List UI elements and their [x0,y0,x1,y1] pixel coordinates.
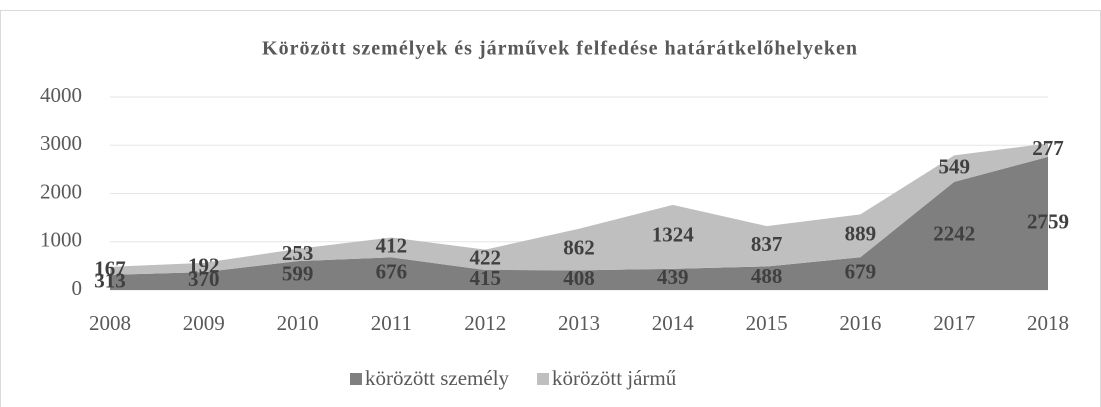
y-tick-label: 0 [72,276,83,300]
legend-label: körözött jármű [552,366,677,390]
area [110,156,1048,290]
x-tick-label: 2015 [746,311,788,335]
x-tick-label: 2016 [839,311,881,335]
x-tick-label: 2013 [558,311,600,335]
value-label: 277 [1032,136,1064,160]
value-label: 412 [376,233,408,257]
value-label: 415 [469,266,501,290]
legend-swatch [350,373,362,385]
legend-label: körözött személy [365,366,510,390]
value-label: 2242 [933,222,975,246]
value-label: 167 [94,257,126,281]
y-tick-label: 1000 [40,228,82,252]
x-tick-label: 2017 [933,311,975,335]
value-label: 439 [657,265,689,289]
value-label: 253 [282,241,314,265]
y-tick-label: 4000 [40,83,82,107]
value-label: 1324 [652,223,695,247]
value-label: 408 [563,266,595,290]
value-label: 837 [751,232,783,256]
x-tick-label: 2010 [277,311,319,335]
value-label: 676 [376,260,408,284]
x-tick-label: 2011 [371,311,412,335]
value-label: 313 [94,268,126,292]
value-label: 549 [938,154,970,178]
value-label: 599 [282,261,314,285]
value-label: 889 [845,222,877,246]
value-label: 2759 [1027,209,1069,233]
x-tick-label: 2014 [652,311,695,335]
x-tick-label: 2008 [89,311,131,335]
legend-swatch [537,373,550,385]
value-label: 192 [188,253,220,277]
value-label: 862 [563,235,595,259]
y-tick-label: 2000 [40,179,82,203]
x-tick-label: 2012 [464,311,506,335]
y-tick-label: 3000 [40,131,82,155]
value-label: 370 [188,267,220,291]
value-label: 422 [469,246,501,270]
x-tick-label: 2009 [183,311,225,335]
value-label: 488 [751,264,783,288]
area [110,143,1048,275]
x-tick-label: 2018 [1027,311,1069,335]
chart-title: Körözött személyek és járművek felfedése… [262,38,858,60]
value-label: 679 [845,259,877,283]
